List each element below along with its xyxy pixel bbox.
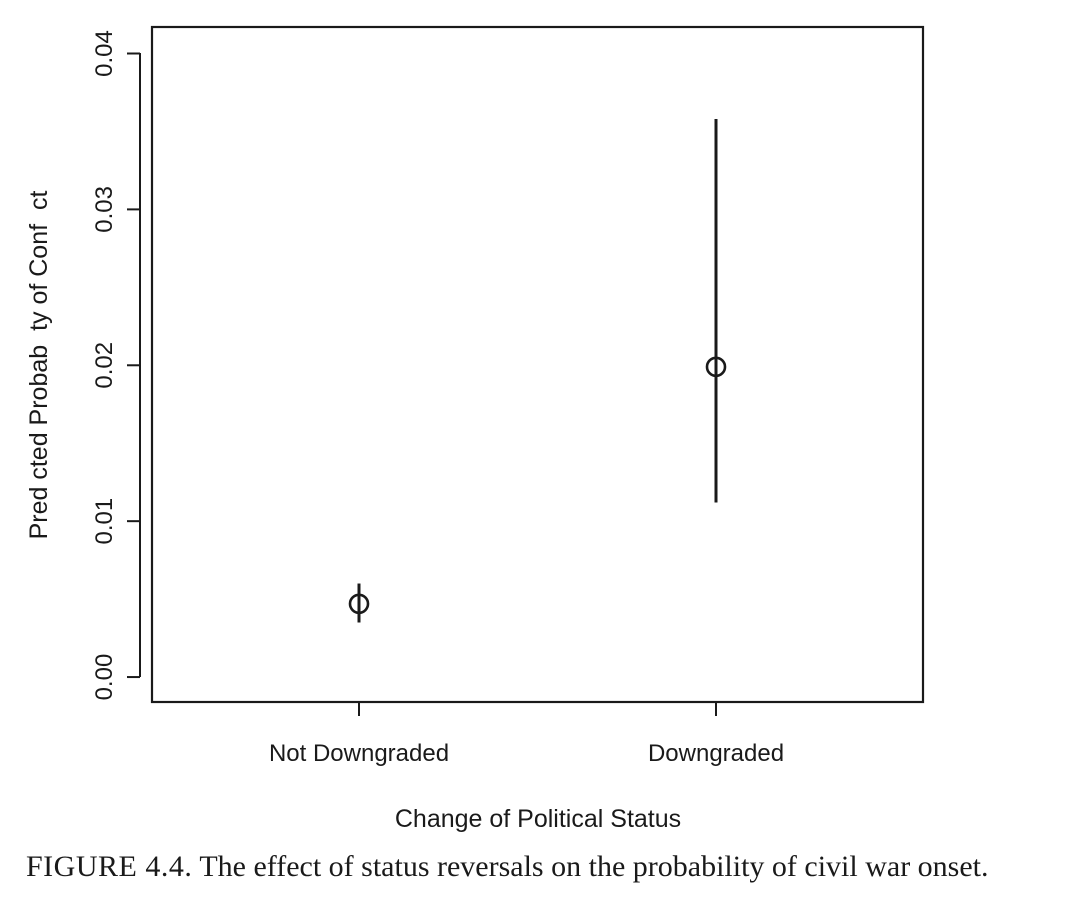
- x-tick-label: Downgraded: [648, 740, 784, 767]
- y-ticks: 0.00 0.01 0.02 0.03 0.04: [91, 30, 140, 700]
- y-tick-label: 0.02: [91, 342, 118, 389]
- x-axis-title: Change of Political Status: [395, 805, 681, 833]
- data-marks: [348, 118, 727, 623]
- y-tick-label: 0.03: [91, 186, 118, 233]
- point-estimate-marker: [348, 593, 370, 615]
- plot-frame: [150, 25, 925, 704]
- y-axis-title: Pred cted Probab ty of Conf ct: [25, 191, 53, 540]
- point-estimate-marker: [705, 356, 727, 378]
- figure-caption-text: The effect of status reversals on the pr…: [199, 850, 989, 883]
- y-tick-label: 0.00: [91, 654, 118, 701]
- x-tick-label: Not Downgraded: [269, 740, 449, 767]
- y-tick-label: 0.04: [91, 30, 118, 77]
- x-ticks: Not Downgraded Downgraded: [269, 702, 784, 767]
- figure-caption: FIGURE 4.4. The effect of status reversa…: [26, 850, 1066, 884]
- y-tick-label: 0.01: [91, 498, 118, 545]
- figure-number: FIGURE 4.4.: [26, 850, 193, 883]
- chart: 0.00 0.01 0.02 0.03 0.04 Not Downgraded Downg…: [25, 25, 925, 833]
